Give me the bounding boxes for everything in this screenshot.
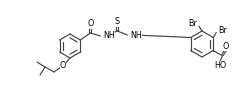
Text: NH: NH <box>103 32 115 41</box>
Text: Br: Br <box>188 19 197 29</box>
Text: O: O <box>222 42 228 51</box>
Text: S: S <box>115 17 120 26</box>
Text: HO: HO <box>214 61 226 70</box>
Text: O: O <box>60 61 66 71</box>
Text: NH: NH <box>130 30 142 39</box>
Text: O: O <box>87 19 93 29</box>
Text: Br: Br <box>218 26 227 35</box>
